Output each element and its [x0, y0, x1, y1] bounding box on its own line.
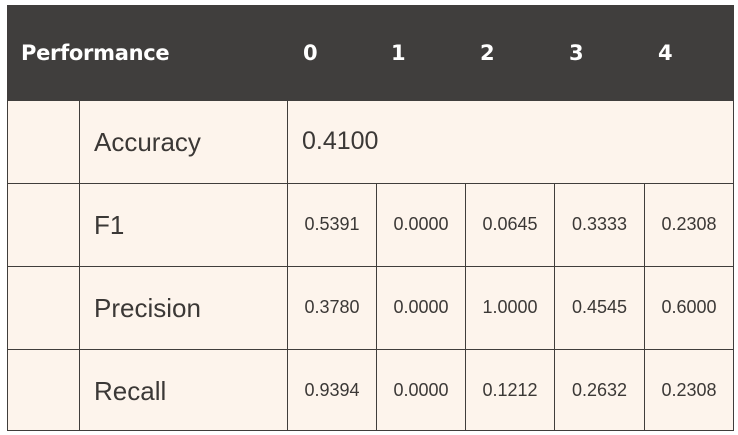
precision-cell-0: 0.3780 — [304, 297, 360, 317]
divider-vertical — [376, 183, 377, 430]
f1-cell-2: 0.0645 — [482, 214, 538, 234]
performance-table: Performance 0 1 2 3 4 Accuracy 0.4100 F1… — [7, 5, 734, 431]
recall-cell-4: 0.2308 — [661, 380, 717, 400]
divider-vertical — [79, 101, 80, 430]
precision-cell-1: 0.0000 — [393, 297, 449, 317]
recall-cell-2: 0.1212 — [482, 380, 538, 400]
divider-horizontal — [8, 183, 733, 184]
header-col-1: 1 — [391, 41, 406, 65]
divider-vertical — [287, 101, 288, 430]
divider-horizontal — [8, 266, 733, 267]
header-title: Performance — [21, 41, 170, 65]
header-col-0: 0 — [303, 41, 318, 65]
recall-cell-1: 0.0000 — [393, 380, 449, 400]
f1-cell-1: 0.0000 — [393, 214, 449, 234]
header-col-3: 3 — [569, 41, 584, 65]
f1-cell-4: 0.2308 — [661, 214, 717, 234]
divider-vertical — [644, 183, 645, 430]
header-col-4: 4 — [658, 41, 673, 65]
recall-cell-3: 0.2632 — [571, 380, 628, 400]
precision-cell-3: 0.4545 — [571, 297, 628, 317]
row-label-accuracy: Accuracy — [94, 127, 201, 157]
row-label-f1: F1 — [94, 210, 125, 240]
precision-cell-4: 0.6000 — [661, 297, 717, 317]
divider-vertical — [554, 183, 555, 430]
f1-cell-3: 0.3333 — [571, 214, 628, 234]
row-label-recall: Recall — [94, 376, 167, 406]
divider-horizontal — [8, 349, 733, 350]
precision-cell-2: 1.0000 — [482, 297, 538, 317]
divider-vertical — [465, 183, 466, 430]
row-label-precision: Precision — [94, 293, 201, 323]
f1-cell-0: 0.5391 — [304, 214, 360, 234]
header-col-2: 2 — [480, 41, 495, 65]
table-header: Performance 0 1 2 3 4 — [8, 6, 733, 101]
accuracy-value: 0.4100 — [302, 127, 379, 155]
recall-cell-0: 0.9394 — [304, 380, 360, 400]
